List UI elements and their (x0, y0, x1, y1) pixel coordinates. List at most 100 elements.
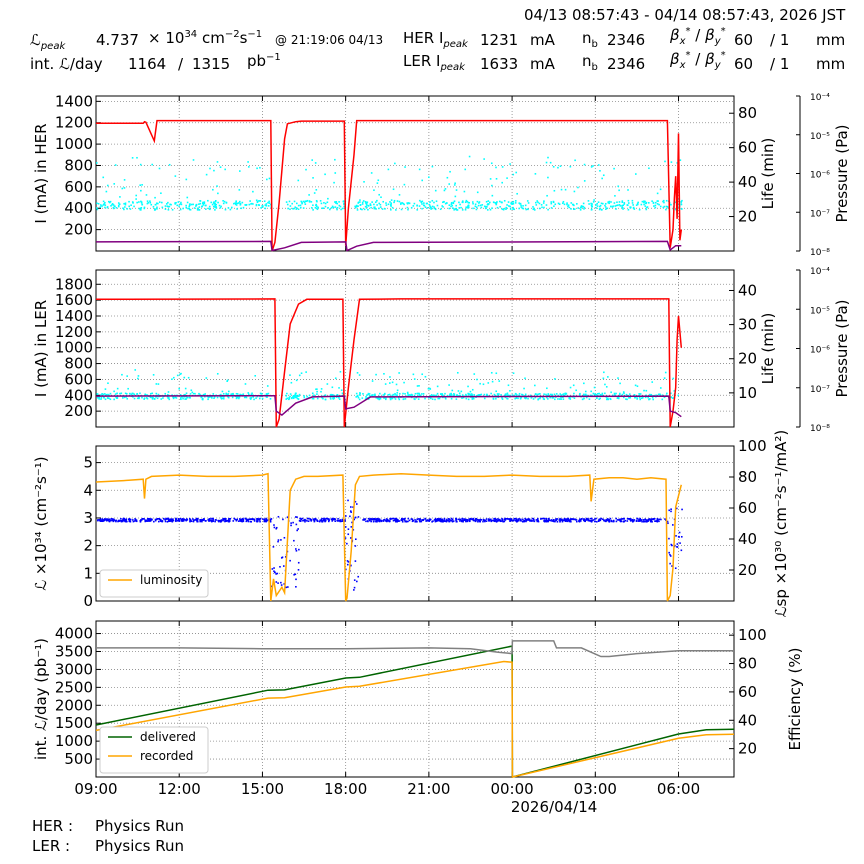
specific-lumi-point (186, 518, 188, 520)
life-point (175, 201, 177, 204)
specific-lumi-point (369, 519, 371, 522)
specific-lumi-point (189, 518, 192, 521)
life-point (526, 208, 529, 210)
life-point (111, 203, 114, 205)
life-point (461, 394, 464, 396)
life-point (417, 398, 420, 400)
life-point (378, 193, 380, 196)
specific-lumi-point (404, 520, 407, 522)
life-point (220, 393, 222, 396)
specific-lumi-point (681, 508, 683, 511)
life-point (255, 204, 258, 207)
life-point (327, 197, 329, 200)
life-point (604, 392, 606, 395)
life-point (648, 393, 651, 396)
legend-box (99, 726, 209, 774)
specific-lumi-point (543, 519, 546, 522)
int-lumi-label: int. ℒ/day (30, 55, 103, 73)
specific-lumi-point (589, 520, 592, 522)
specific-lumi-point (490, 518, 492, 521)
specific-lumi-point (658, 520, 660, 523)
life-point (203, 201, 206, 203)
life-point (606, 397, 609, 400)
specific-lumi-point (197, 518, 199, 520)
life-point (441, 205, 444, 207)
life-point (490, 392, 492, 395)
life-point (285, 201, 288, 203)
life-point (170, 203, 172, 206)
life-point (115, 396, 117, 398)
life-point (484, 207, 487, 210)
life-point (480, 393, 483, 396)
life-point (677, 394, 680, 397)
specific-lumi-point (112, 519, 115, 522)
specific-lumi-point (239, 519, 241, 522)
life-point (402, 398, 405, 400)
specific-lumi-point (451, 518, 454, 521)
specific-lumi-point (319, 519, 321, 522)
life-point (451, 204, 454, 207)
specific-lumi-point (545, 520, 548, 522)
specific-lumi-point (356, 580, 358, 583)
life-point (644, 396, 647, 399)
series-line-her-1 (95, 240, 682, 252)
life-point (117, 202, 120, 204)
pressure-tick-label: 10⁻⁷ (810, 209, 830, 219)
specific-lumi-point (166, 520, 169, 523)
life-point (471, 397, 474, 400)
life-point (486, 394, 489, 397)
life-point (425, 202, 428, 205)
life-point (428, 203, 431, 206)
life-point (429, 205, 431, 207)
life-point (333, 397, 336, 399)
life-point (121, 187, 124, 190)
specific-lumi-point (552, 520, 555, 523)
life-point (621, 393, 624, 396)
y-tick-label: 1000 (55, 135, 93, 153)
life-point (143, 398, 145, 400)
specific-lumi-point (482, 520, 484, 523)
life-point (512, 173, 515, 176)
life-point (192, 159, 195, 161)
life-point (222, 393, 225, 395)
specific-lumi-point (506, 518, 509, 520)
life-point (651, 381, 654, 383)
specific-lumi-point (424, 518, 427, 520)
life-point (220, 397, 222, 399)
life-point (515, 393, 517, 395)
life-point (116, 387, 119, 390)
life-point (496, 206, 499, 209)
specific-lumi-point (556, 518, 559, 520)
specific-lumi-point (668, 509, 671, 512)
y2-tick-label: 100 (738, 437, 767, 455)
life-point (387, 168, 390, 171)
life-point (543, 206, 545, 209)
specific-lumi-point (295, 549, 298, 552)
specific-lumi-point (526, 518, 528, 521)
life-point (599, 393, 602, 396)
life-point (377, 179, 380, 182)
life-point (367, 398, 370, 400)
life-point (406, 202, 409, 205)
specific-lumi-point (290, 524, 292, 527)
life-point (214, 206, 216, 209)
specific-lumi-point (672, 524, 674, 526)
life-point (390, 199, 393, 201)
life-point (179, 394, 182, 396)
specific-lumi-point (504, 519, 507, 521)
specific-lumi-point (344, 537, 347, 539)
life-point (155, 392, 158, 395)
life-point (479, 204, 482, 207)
specific-lumi-point (218, 519, 221, 522)
life-point (431, 199, 434, 202)
specific-lumi-point (493, 519, 495, 522)
specific-lumi-point (122, 517, 125, 520)
specific-lumi-point (362, 519, 364, 521)
life-point (305, 168, 307, 171)
specific-lumi-point (112, 518, 114, 520)
life-point (487, 200, 490, 202)
specific-lumi-point (171, 519, 174, 521)
specific-lumi-point (354, 538, 357, 541)
specific-lumi-point (297, 569, 300, 571)
life-point (396, 394, 398, 397)
